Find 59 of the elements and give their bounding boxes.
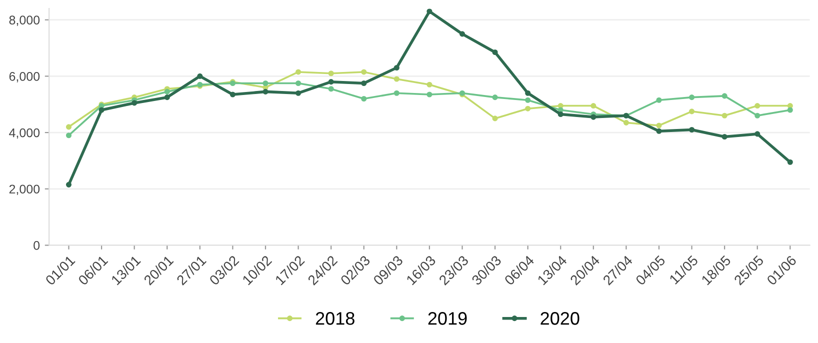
point: [394, 90, 400, 96]
point: [66, 124, 72, 130]
point: [164, 88, 170, 94]
y-tick-label: 8,000: [9, 16, 40, 26]
point: [722, 134, 728, 140]
point: [296, 69, 302, 75]
point: [426, 8, 432, 14]
y-tick-label: 0: [34, 241, 40, 250]
point: [525, 90, 531, 96]
point: [230, 92, 236, 98]
legend-label: 2020: [540, 312, 580, 325]
point: [492, 116, 498, 122]
point: [492, 49, 498, 56]
legend-label: 2019: [428, 312, 467, 325]
point: [328, 86, 334, 92]
point: [754, 103, 760, 109]
point: [98, 107, 104, 113]
point: [656, 128, 662, 134]
point: [525, 106, 531, 112]
point: [754, 112, 760, 118]
point: [623, 120, 629, 126]
point: [787, 159, 793, 165]
point: [426, 82, 432, 88]
point: [656, 122, 662, 128]
point: [590, 114, 596, 120]
point: [656, 97, 662, 103]
point: [361, 69, 367, 75]
point: [328, 70, 334, 76]
point: [132, 100, 138, 106]
point: [492, 94, 498, 100]
point: [558, 111, 564, 118]
point: [66, 182, 72, 188]
point: [296, 90, 302, 96]
point: [66, 132, 72, 138]
point: [394, 76, 400, 82]
point: [525, 97, 531, 103]
point: [296, 80, 302, 86]
y-tick-label: 6,000: [9, 72, 40, 82]
point: [328, 79, 334, 85]
point: [787, 107, 793, 113]
point: [262, 80, 268, 86]
point: [754, 131, 760, 137]
point: [722, 112, 728, 118]
point: [590, 103, 596, 109]
point: [459, 31, 466, 37]
y-tick-label: 2,000: [9, 184, 40, 196]
point: [688, 126, 695, 133]
point: [361, 80, 367, 86]
point: [688, 108, 695, 114]
point: [688, 94, 695, 100]
point: [722, 93, 728, 99]
point: [164, 94, 170, 100]
point: [426, 92, 432, 98]
point: [361, 96, 367, 102]
point: [394, 64, 400, 71]
point: [262, 88, 268, 94]
legend-label: 2018: [316, 312, 354, 325]
point: [197, 73, 203, 79]
y-tick-label: 4,000: [9, 128, 40, 139]
